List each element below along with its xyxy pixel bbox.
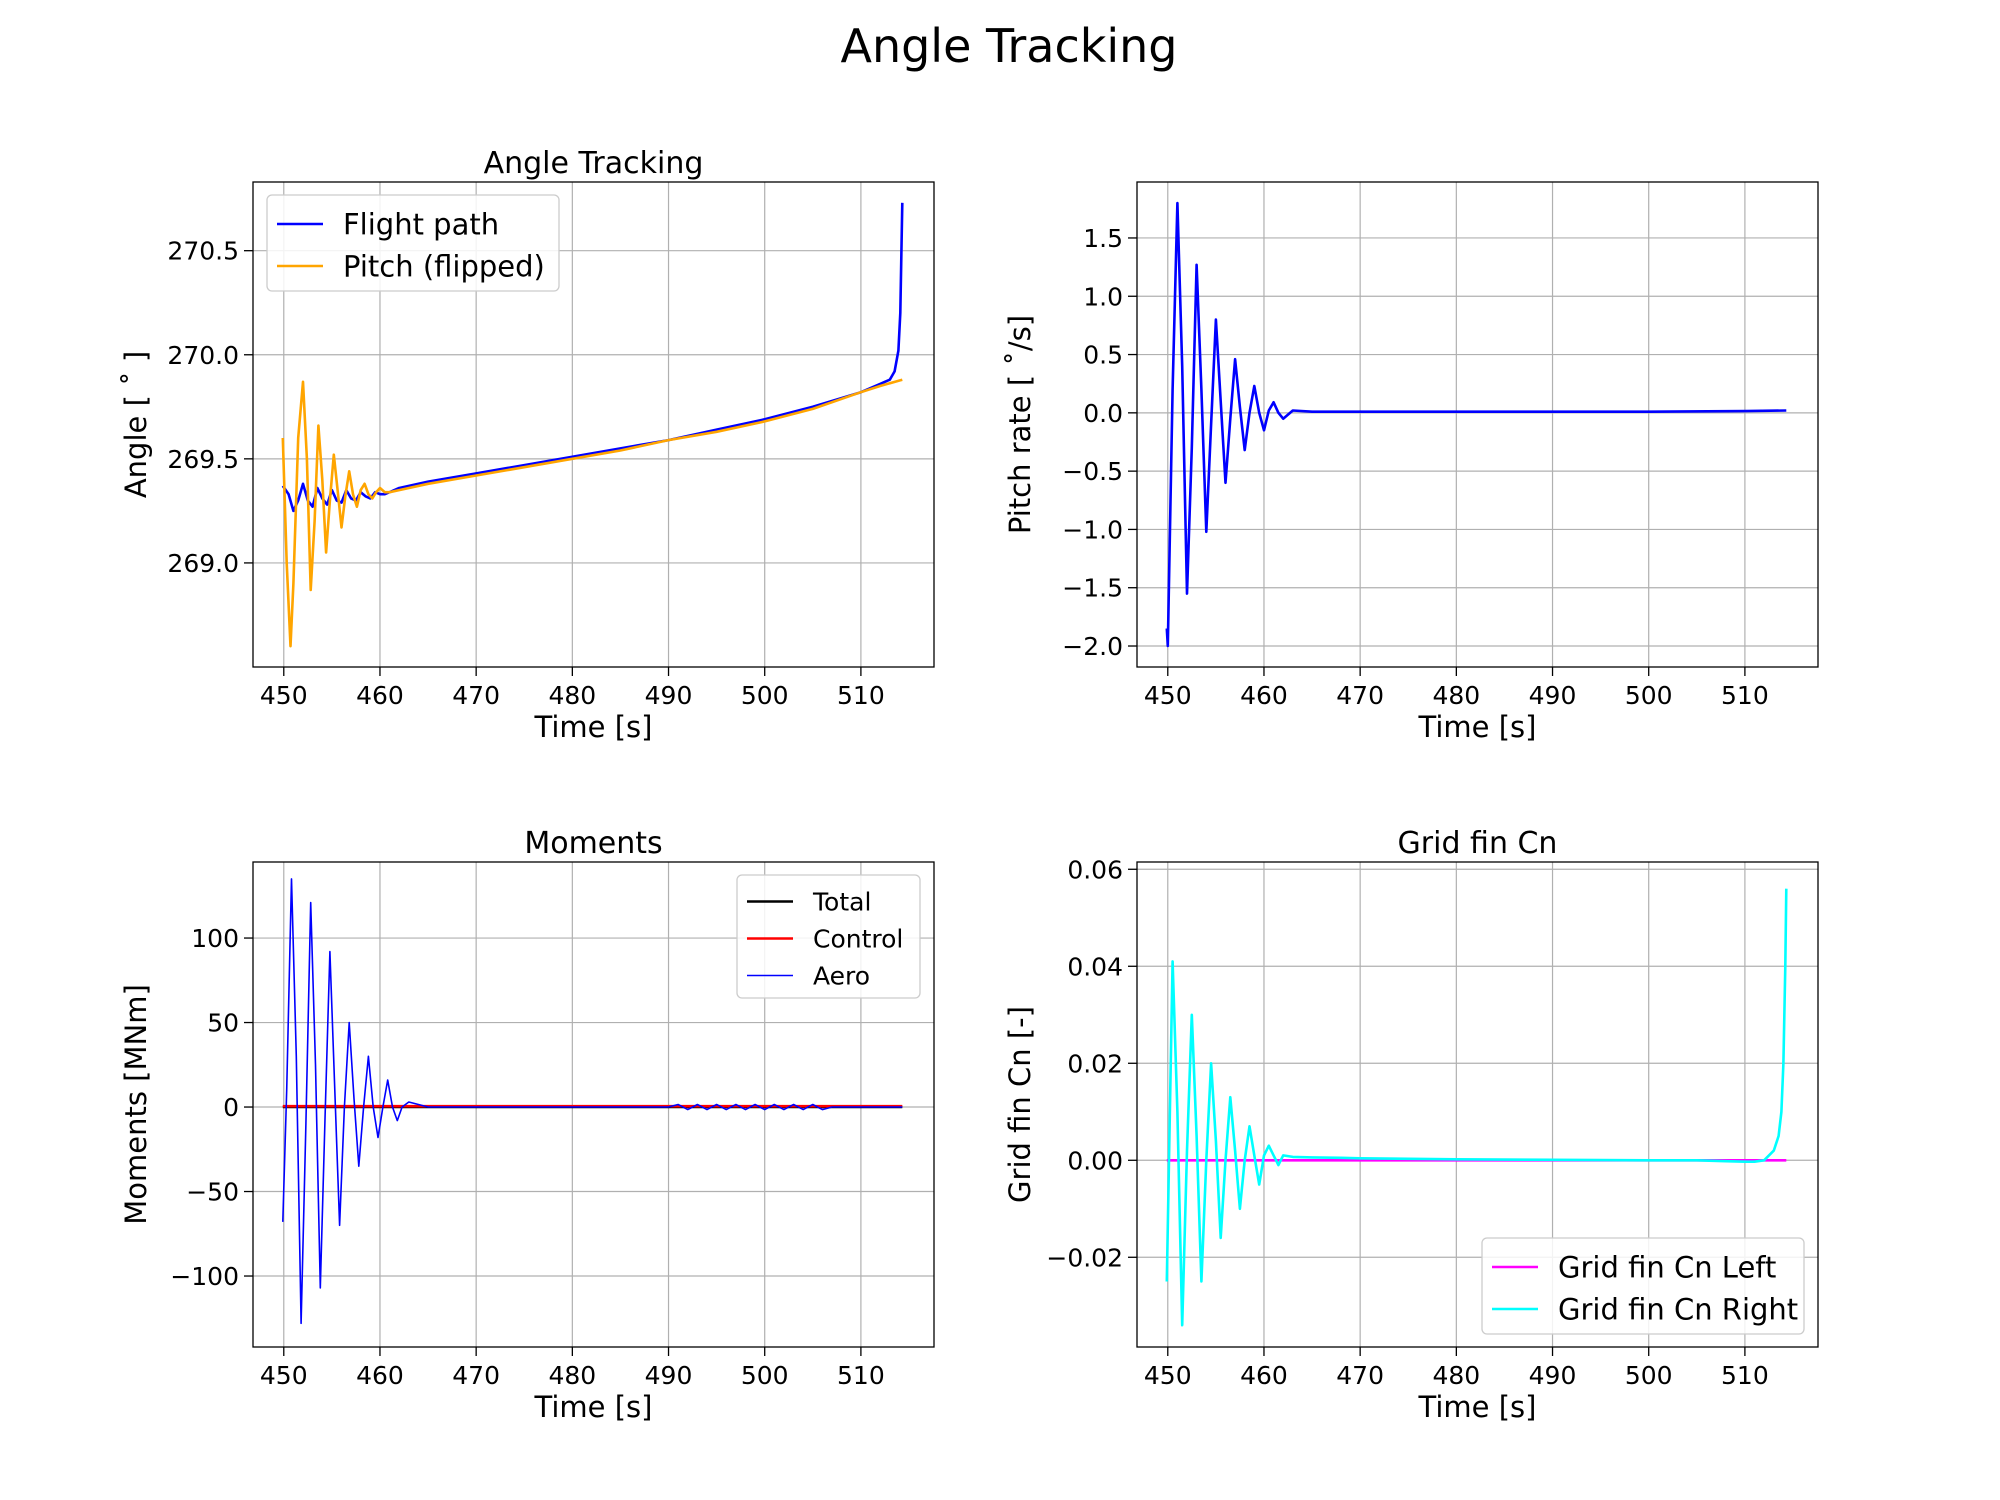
- y-tick-label: −50: [186, 1178, 239, 1207]
- y-tick-label: −0.5: [1062, 457, 1123, 486]
- figure-title: Angle Tracking: [840, 19, 1177, 73]
- y-tick-label: 1.0: [1083, 282, 1123, 311]
- x-tick-label: 460: [356, 681, 404, 710]
- y-axis-label: Moments [MNm]: [119, 984, 153, 1225]
- legend-frame: [1481, 1237, 1805, 1335]
- x-tick-label: 500: [1625, 1361, 1673, 1390]
- series-layer: [1165, 201, 1787, 648]
- x-tick-label: 470: [1336, 681, 1384, 710]
- subplot-title: Moments: [524, 826, 662, 861]
- legend-label: Aero: [813, 962, 870, 991]
- x-tick-label: 480: [548, 1361, 596, 1390]
- series-line-1: [1165, 201, 1787, 648]
- x-tick-label: 510: [837, 1361, 885, 1390]
- series-line-2: [281, 378, 903, 648]
- axes-frame: [252, 861, 935, 1348]
- x-tick-label: 500: [741, 681, 789, 710]
- y-axis-label: Grid fin Cn [-]: [1003, 1006, 1037, 1203]
- x-tick-label: 460: [356, 1361, 404, 1390]
- series-line-2: [1165, 888, 1788, 1327]
- y-tick-label: −100: [170, 1262, 239, 1291]
- axes-frame: [1136, 861, 1819, 1348]
- y-axis-label: Pitch rate [ ˚/s]: [1003, 315, 1037, 534]
- y-tick-label: 0: [223, 1093, 239, 1122]
- legend-frame: [266, 194, 560, 292]
- x-tick-label: 460: [1240, 681, 1288, 710]
- y-tick-label: −1.0: [1062, 515, 1123, 544]
- y-tick-label: 270.0: [167, 341, 239, 370]
- series-line-3: [282, 878, 903, 1325]
- x-tick-label: 510: [1721, 1361, 1769, 1390]
- legend-label: Grid fin Cn Left: [1558, 1250, 1776, 1284]
- y-tick-label: 0.00: [1067, 1146, 1123, 1175]
- y-tick-label: −1.5: [1062, 574, 1123, 603]
- y-tick-label: 0.5: [1083, 341, 1123, 370]
- x-tick-label: 490: [1529, 681, 1577, 710]
- y-tick-label: 269.5: [167, 445, 239, 474]
- x-tick-label: 460: [1240, 1361, 1288, 1390]
- legend: Grid fin Cn Left Grid fin Cn Right: [1481, 1237, 1805, 1335]
- subplot-title: Grid fin Cn: [1398, 826, 1558, 861]
- legend-label: Control: [813, 925, 903, 954]
- x-tick-label: 450: [1144, 1361, 1192, 1390]
- y-tick-label: 269.0: [167, 549, 239, 578]
- y-tick-label: 0.0: [1083, 399, 1123, 428]
- x-tick-label: 500: [1625, 681, 1673, 710]
- y-tick-label: 270.5: [167, 237, 239, 266]
- x-tick-label: 480: [1432, 1361, 1480, 1390]
- legend: Total Control Aero: [736, 874, 921, 999]
- subplot-2: 450 460 470 480 490 500 510 −2.0 −1.5 −1.0 −0.5 0.0…: [1003, 181, 1819, 744]
- x-axis-label: Time [s]: [1418, 1390, 1537, 1424]
- subplot-3: 450 460 470 480 490 500 510 −100 −50 0 50 100 Moment…: [119, 826, 935, 1424]
- subplot-4: 450 460 470 480 490 500 510 −0.02 0.00 0.02 0.04 0.…: [1003, 826, 1819, 1424]
- legend-label: Flight path: [343, 207, 499, 241]
- x-axis-label: Time [s]: [534, 1390, 653, 1424]
- x-tick-label: 470: [452, 681, 500, 710]
- x-axis-label: Time [s]: [1418, 710, 1537, 744]
- x-tick-label: 510: [1721, 681, 1769, 710]
- y-axis-label: Angle [ ˚ ]: [119, 351, 153, 498]
- subplot-title: Angle Tracking: [484, 146, 704, 181]
- legend-label: Pitch (flipped): [343, 249, 545, 283]
- series-layer: [282, 878, 903, 1325]
- series-layer: [1165, 888, 1788, 1327]
- x-tick-label: 470: [452, 1361, 500, 1390]
- y-tick-label: 0.04: [1067, 952, 1123, 981]
- x-axis-label: Time [s]: [534, 710, 653, 744]
- legend-label: Total: [812, 888, 871, 917]
- y-tick-label: −0.02: [1046, 1243, 1123, 1272]
- x-tick-label: 450: [1144, 681, 1192, 710]
- x-tick-label: 450: [260, 681, 308, 710]
- y-tick-label: −2.0: [1062, 632, 1123, 661]
- legend-frame: [736, 874, 921, 999]
- axes-frame: [252, 181, 935, 668]
- subplot-1: 450 460 470 480 490 500 510 269.0 269.5 270.0 270.…: [119, 146, 935, 744]
- y-tick-label: 1.5: [1083, 224, 1123, 253]
- x-tick-label: 480: [548, 681, 596, 710]
- y-tick-label: 50: [207, 1009, 239, 1038]
- y-tick-label: 0.06: [1067, 855, 1123, 884]
- legend: Flight path Pitch (flipped): [266, 194, 560, 292]
- x-tick-label: 490: [645, 1361, 693, 1390]
- x-tick-label: 490: [645, 681, 693, 710]
- y-tick-label: 100: [191, 924, 239, 953]
- x-tick-label: 470: [1336, 1361, 1384, 1390]
- x-tick-label: 480: [1432, 681, 1480, 710]
- x-tick-label: 490: [1529, 1361, 1577, 1390]
- x-tick-label: 450: [260, 1361, 308, 1390]
- plot-grid: 450 460 470 480 490 500 510269.0269.5270.0270.…: [119, 146, 1819, 1424]
- series-layer: [281, 202, 904, 648]
- x-tick-label: 500: [741, 1361, 789, 1390]
- x-tick-label: 510: [837, 681, 885, 710]
- legend-label: Grid fin Cn Right: [1558, 1292, 1798, 1326]
- axes-frame: [1136, 181, 1819, 668]
- y-tick-label: 0.02: [1067, 1049, 1123, 1078]
